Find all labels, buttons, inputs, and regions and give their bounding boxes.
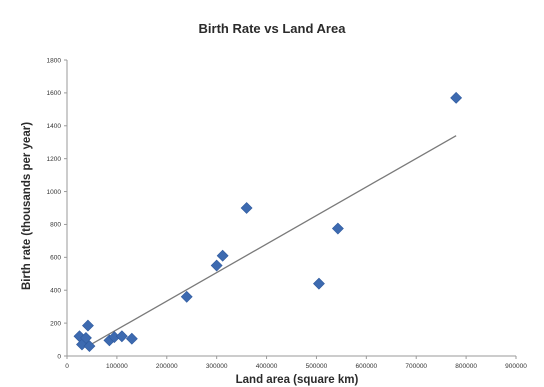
chart-title: Birth Rate vs Land Area bbox=[199, 21, 347, 36]
y-tick-label: 600 bbox=[50, 255, 61, 262]
x-tick-label: 300000 bbox=[206, 363, 228, 370]
x-tick-label: 100000 bbox=[106, 363, 128, 370]
data-point bbox=[83, 340, 96, 353]
y-tick-label: 400 bbox=[50, 288, 61, 295]
data-point bbox=[313, 277, 325, 290]
data-point bbox=[80, 331, 92, 344]
data-point bbox=[82, 319, 94, 332]
data-points bbox=[73, 91, 463, 353]
y-axis-label: Birth rate (thousands per year) bbox=[21, 122, 33, 290]
y-tick-label: 1600 bbox=[47, 90, 62, 97]
data-point bbox=[240, 202, 253, 214]
y-tick-label: 800 bbox=[50, 222, 61, 229]
trendline bbox=[89, 135, 457, 346]
data-point bbox=[180, 290, 193, 303]
x-tick-label: 500000 bbox=[306, 363, 328, 370]
x-tick-label: 200000 bbox=[156, 363, 178, 370]
x-tick-label: 900000 bbox=[505, 363, 527, 370]
y-axis-ticks: 0 200 400 600 800 1000 1200 1400 1600 1800 bbox=[47, 57, 67, 360]
x-tick-label: 800000 bbox=[455, 363, 477, 370]
data-point bbox=[210, 259, 223, 272]
x-tick-label: 700000 bbox=[405, 363, 427, 370]
y-tick-label: 1400 bbox=[47, 123, 62, 130]
data-point bbox=[115, 330, 128, 343]
y-tick-label: 0 bbox=[57, 353, 61, 360]
x-tick-label: 400000 bbox=[256, 363, 278, 370]
y-tick-label: 1000 bbox=[47, 189, 62, 196]
x-tick-label: 600000 bbox=[355, 363, 377, 370]
data-point bbox=[216, 249, 229, 262]
data-point bbox=[450, 91, 463, 104]
x-axis-label: Land area (square km) bbox=[236, 374, 359, 386]
y-tick-label: 1800 bbox=[47, 57, 62, 64]
x-axis-ticks: 0 100000 200000 300000 400000 500000 600000 700… bbox=[65, 356, 527, 370]
data-point bbox=[331, 222, 344, 235]
y-tick-label: 200 bbox=[50, 320, 61, 327]
x-tick-label: 0 bbox=[65, 363, 69, 370]
y-tick-label: 1200 bbox=[47, 156, 62, 163]
data-point bbox=[125, 332, 138, 345]
